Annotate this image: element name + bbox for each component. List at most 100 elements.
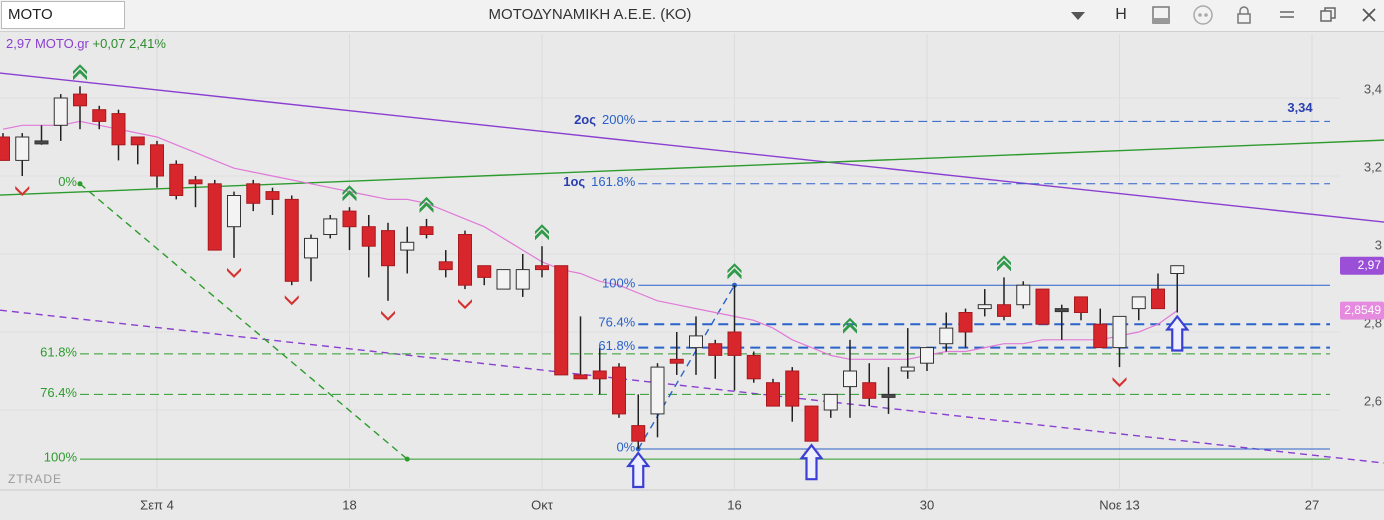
- down-marker: [1112, 377, 1127, 388]
- fib-level-label: 100%: [602, 276, 636, 291]
- up-marker: [727, 263, 742, 280]
- annotation-arrow: [1165, 314, 1190, 352]
- trend-line: [0, 72, 1384, 223]
- minimize-icon[interactable]: [1276, 4, 1298, 26]
- candle-body: [785, 370, 800, 407]
- candle-body: [381, 230, 395, 267]
- up-marker: [342, 185, 357, 202]
- up-marker: [73, 64, 87, 81]
- candle-body: [535, 265, 549, 271]
- x-tick-label: 27: [1305, 497, 1319, 512]
- candle-body: [361, 226, 376, 247]
- restore-icon[interactable]: [1317, 4, 1339, 26]
- quote-price: 2,97: [6, 36, 31, 51]
- candle-body: [592, 370, 607, 380]
- down-marker: [458, 299, 472, 310]
- quote: 2,97 MOTO.gr +0,07 2,41%: [6, 36, 166, 51]
- fib-level-tag: 1ος: [563, 174, 585, 189]
- fib-level-label: 100%: [44, 450, 78, 465]
- instrument-title: ΜΟΤΟΔΥΝΑΜΙΚΗ Α.Ε.Ε. (ΚΟ): [488, 6, 692, 23]
- down-marker: [381, 310, 395, 321]
- candle-body: [438, 261, 453, 271]
- lock-icon[interactable]: [1233, 4, 1255, 26]
- down-marker: [227, 267, 241, 278]
- dropdown-button[interactable]: [1060, 2, 1096, 28]
- candle-body: [111, 113, 126, 146]
- candle-body: [920, 347, 934, 364]
- fib-level-label: 61.8%: [40, 344, 77, 359]
- candle-body: [1035, 288, 1050, 325]
- trend-line: [0, 309, 1384, 464]
- up-marker: [419, 196, 434, 213]
- down-marker: [15, 186, 30, 196]
- x-tick-label: 30: [920, 497, 934, 512]
- price-tag: [1340, 256, 1384, 275]
- panel-icon[interactable]: [1150, 4, 1172, 26]
- fib-level-label: 0%: [58, 174, 77, 189]
- candle-body: [997, 304, 1011, 317]
- quote-change: +0,07: [93, 36, 126, 51]
- candle-body: [284, 198, 299, 282]
- annotation-arrow: [626, 451, 651, 489]
- candle-body: [881, 393, 896, 398]
- candle-body: [1016, 284, 1031, 306]
- candle-body: [766, 382, 780, 407]
- candle-body: [1093, 323, 1108, 349]
- trend-line: [0, 139, 1384, 196]
- x-tick-label: Νοε 13: [1099, 497, 1140, 512]
- candle-body: [669, 358, 684, 364]
- candle-body: [573, 374, 588, 380]
- close-icon[interactable]: [1358, 4, 1380, 26]
- annotation-arrow: [799, 443, 824, 481]
- y-tick-label: 3,2: [1364, 159, 1382, 174]
- candle-body: [188, 179, 203, 185]
- x-tick-label: Σεπ 4: [140, 497, 174, 512]
- candle-body: [1112, 315, 1127, 349]
- candle-body: [1170, 265, 1185, 275]
- candle-body: [53, 97, 68, 126]
- watermark: ZTRADE: [8, 472, 62, 486]
- candle-body: [1054, 308, 1069, 313]
- price-tag: [1340, 301, 1384, 320]
- fib-price-label: 3,34: [1287, 100, 1313, 115]
- candle-body: [227, 195, 241, 228]
- candle-body: [1151, 288, 1165, 310]
- candle-body: [34, 140, 49, 145]
- candle-body: [708, 343, 723, 356]
- candle-body: [862, 382, 877, 399]
- fib-level-label: 200%: [602, 112, 636, 127]
- y-tick-label: 2,6: [1364, 393, 1382, 408]
- candle-body: [304, 237, 318, 259]
- x-tick-label: Οκτ: [531, 497, 554, 512]
- fib-level-label: 76.4%: [40, 385, 77, 400]
- moving-average-line: [2, 120, 1178, 360]
- candle-body: [400, 241, 415, 251]
- fib-level-label: 161.8%: [591, 174, 636, 189]
- chart-background: [0, 32, 1384, 520]
- candle-body: [169, 163, 184, 197]
- candle-body: [458, 234, 472, 286]
- trend-line: [637, 284, 736, 450]
- mode-button[interactable]: H: [1115, 6, 1127, 23]
- x-tick-label: 18: [342, 497, 356, 512]
- candle-body: [689, 335, 703, 349]
- fib-level-label: 0%: [616, 439, 635, 454]
- candle-body: [207, 183, 222, 251]
- fib-level-tag: 2ος: [574, 112, 596, 127]
- candle-body: [246, 183, 261, 204]
- up-marker: [843, 317, 857, 334]
- comment-icon[interactable]: [1192, 4, 1214, 26]
- candle-body: [515, 269, 530, 290]
- candle-body: [419, 226, 434, 235]
- candle-body: [265, 191, 280, 200]
- candle-body: [823, 393, 838, 411]
- y-tick-label: 3,4: [1364, 81, 1382, 96]
- candle-body: [958, 312, 973, 333]
- candle-body: [804, 405, 819, 442]
- up-marker: [535, 224, 549, 241]
- symbol-input[interactable]: MOTO: [1, 1, 125, 29]
- candle-body: [631, 425, 646, 442]
- candle-body: [727, 331, 742, 356]
